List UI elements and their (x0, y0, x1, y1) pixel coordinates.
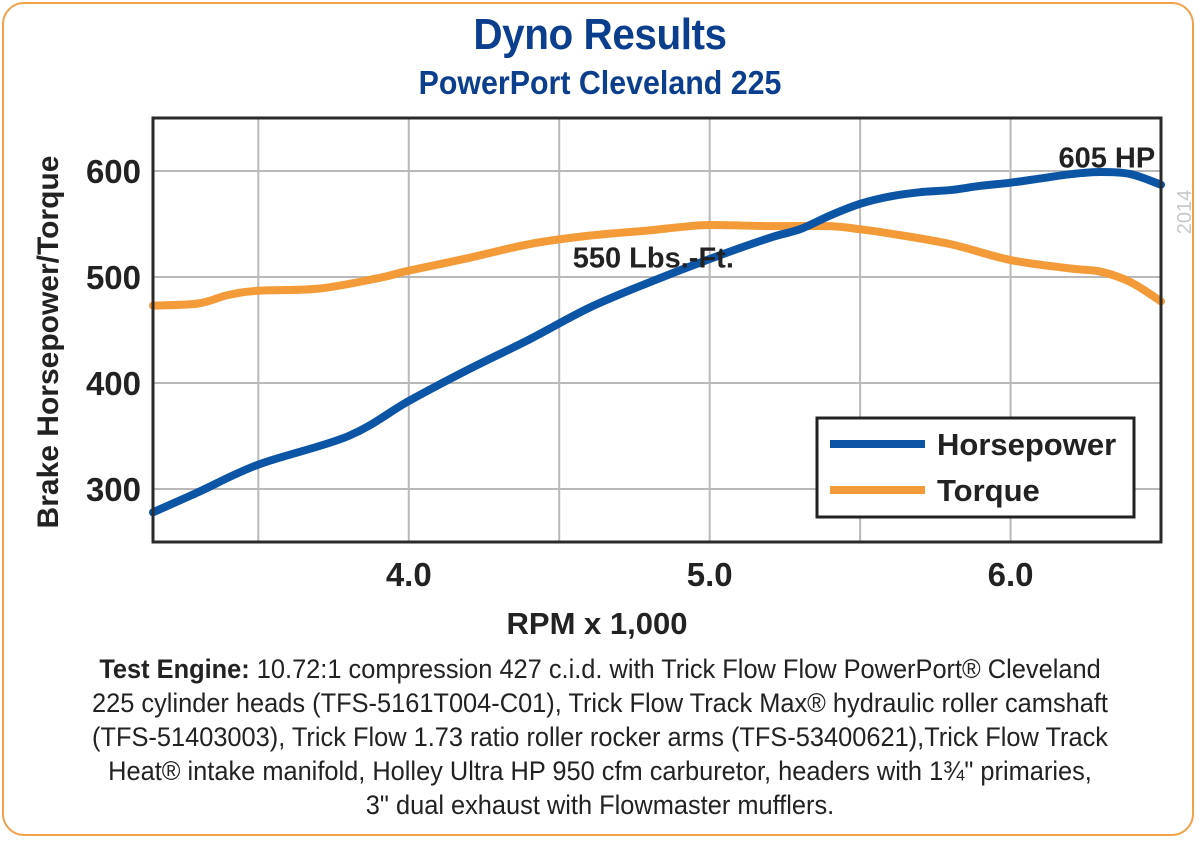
footer-lead: Test Engine: (99, 654, 250, 684)
y-tick-labels: 300 400 500 600 (86, 153, 141, 508)
footer-line-2: 225 cylinder heads (TFS-5161T004-C01), T… (92, 688, 1108, 718)
series-line-torque (149, 221, 1165, 310)
y-tick-label: 300 (86, 471, 141, 508)
x-tick-label: 5.0 (687, 556, 733, 593)
y-tick-label: 600 (86, 153, 141, 190)
legend-label-torque: Torque (937, 473, 1040, 508)
annotation-peak-torque: 550 Lbs.-Ft. (573, 242, 734, 274)
annotation-peak-hp: 605 HP (1058, 143, 1155, 175)
x-axis-label: RPM x 1,000 (507, 606, 688, 641)
footer-line-1: Test Engine: 10.72:1 compression 427 c.i… (99, 654, 1101, 684)
grid-lines (153, 118, 1161, 542)
footer-line-3: (TFS-51403003), Trick Flow 1.73 ratio ro… (92, 722, 1108, 752)
plot-border (151, 116, 1163, 544)
chart-subtitle: PowerPort Cleveland 225 (418, 64, 782, 101)
x-tick-label: 4.0 (386, 556, 432, 593)
legend: Horsepower Torque (815, 416, 1136, 519)
footer-line-4: Heat® intake manifold, Holley Ultra HP 9… (108, 756, 1092, 786)
year-watermark: 2014 (1174, 190, 1196, 235)
legend-label-horsepower: Horsepower (937, 427, 1116, 462)
test-engine-description: Test Engine: 10.72:1 compression 427 c.i… (55, 652, 1145, 822)
chart-title: Dyno Results (473, 10, 727, 59)
footer-line-5: 3" dual exhaust with Flowmaster mufflers… (365, 790, 835, 820)
y-tick-label: 400 (86, 365, 141, 402)
x-tick-labels: 4.0 5.0 6.0 (386, 556, 1034, 593)
x-tick-label: 6.0 (988, 556, 1034, 593)
y-tick-label: 500 (86, 259, 141, 296)
series-lines (149, 168, 1165, 517)
series-line-horsepower (149, 168, 1165, 517)
legend-box (815, 416, 1136, 519)
y-axis-label: Brake Horsepower/Torque (32, 156, 65, 529)
